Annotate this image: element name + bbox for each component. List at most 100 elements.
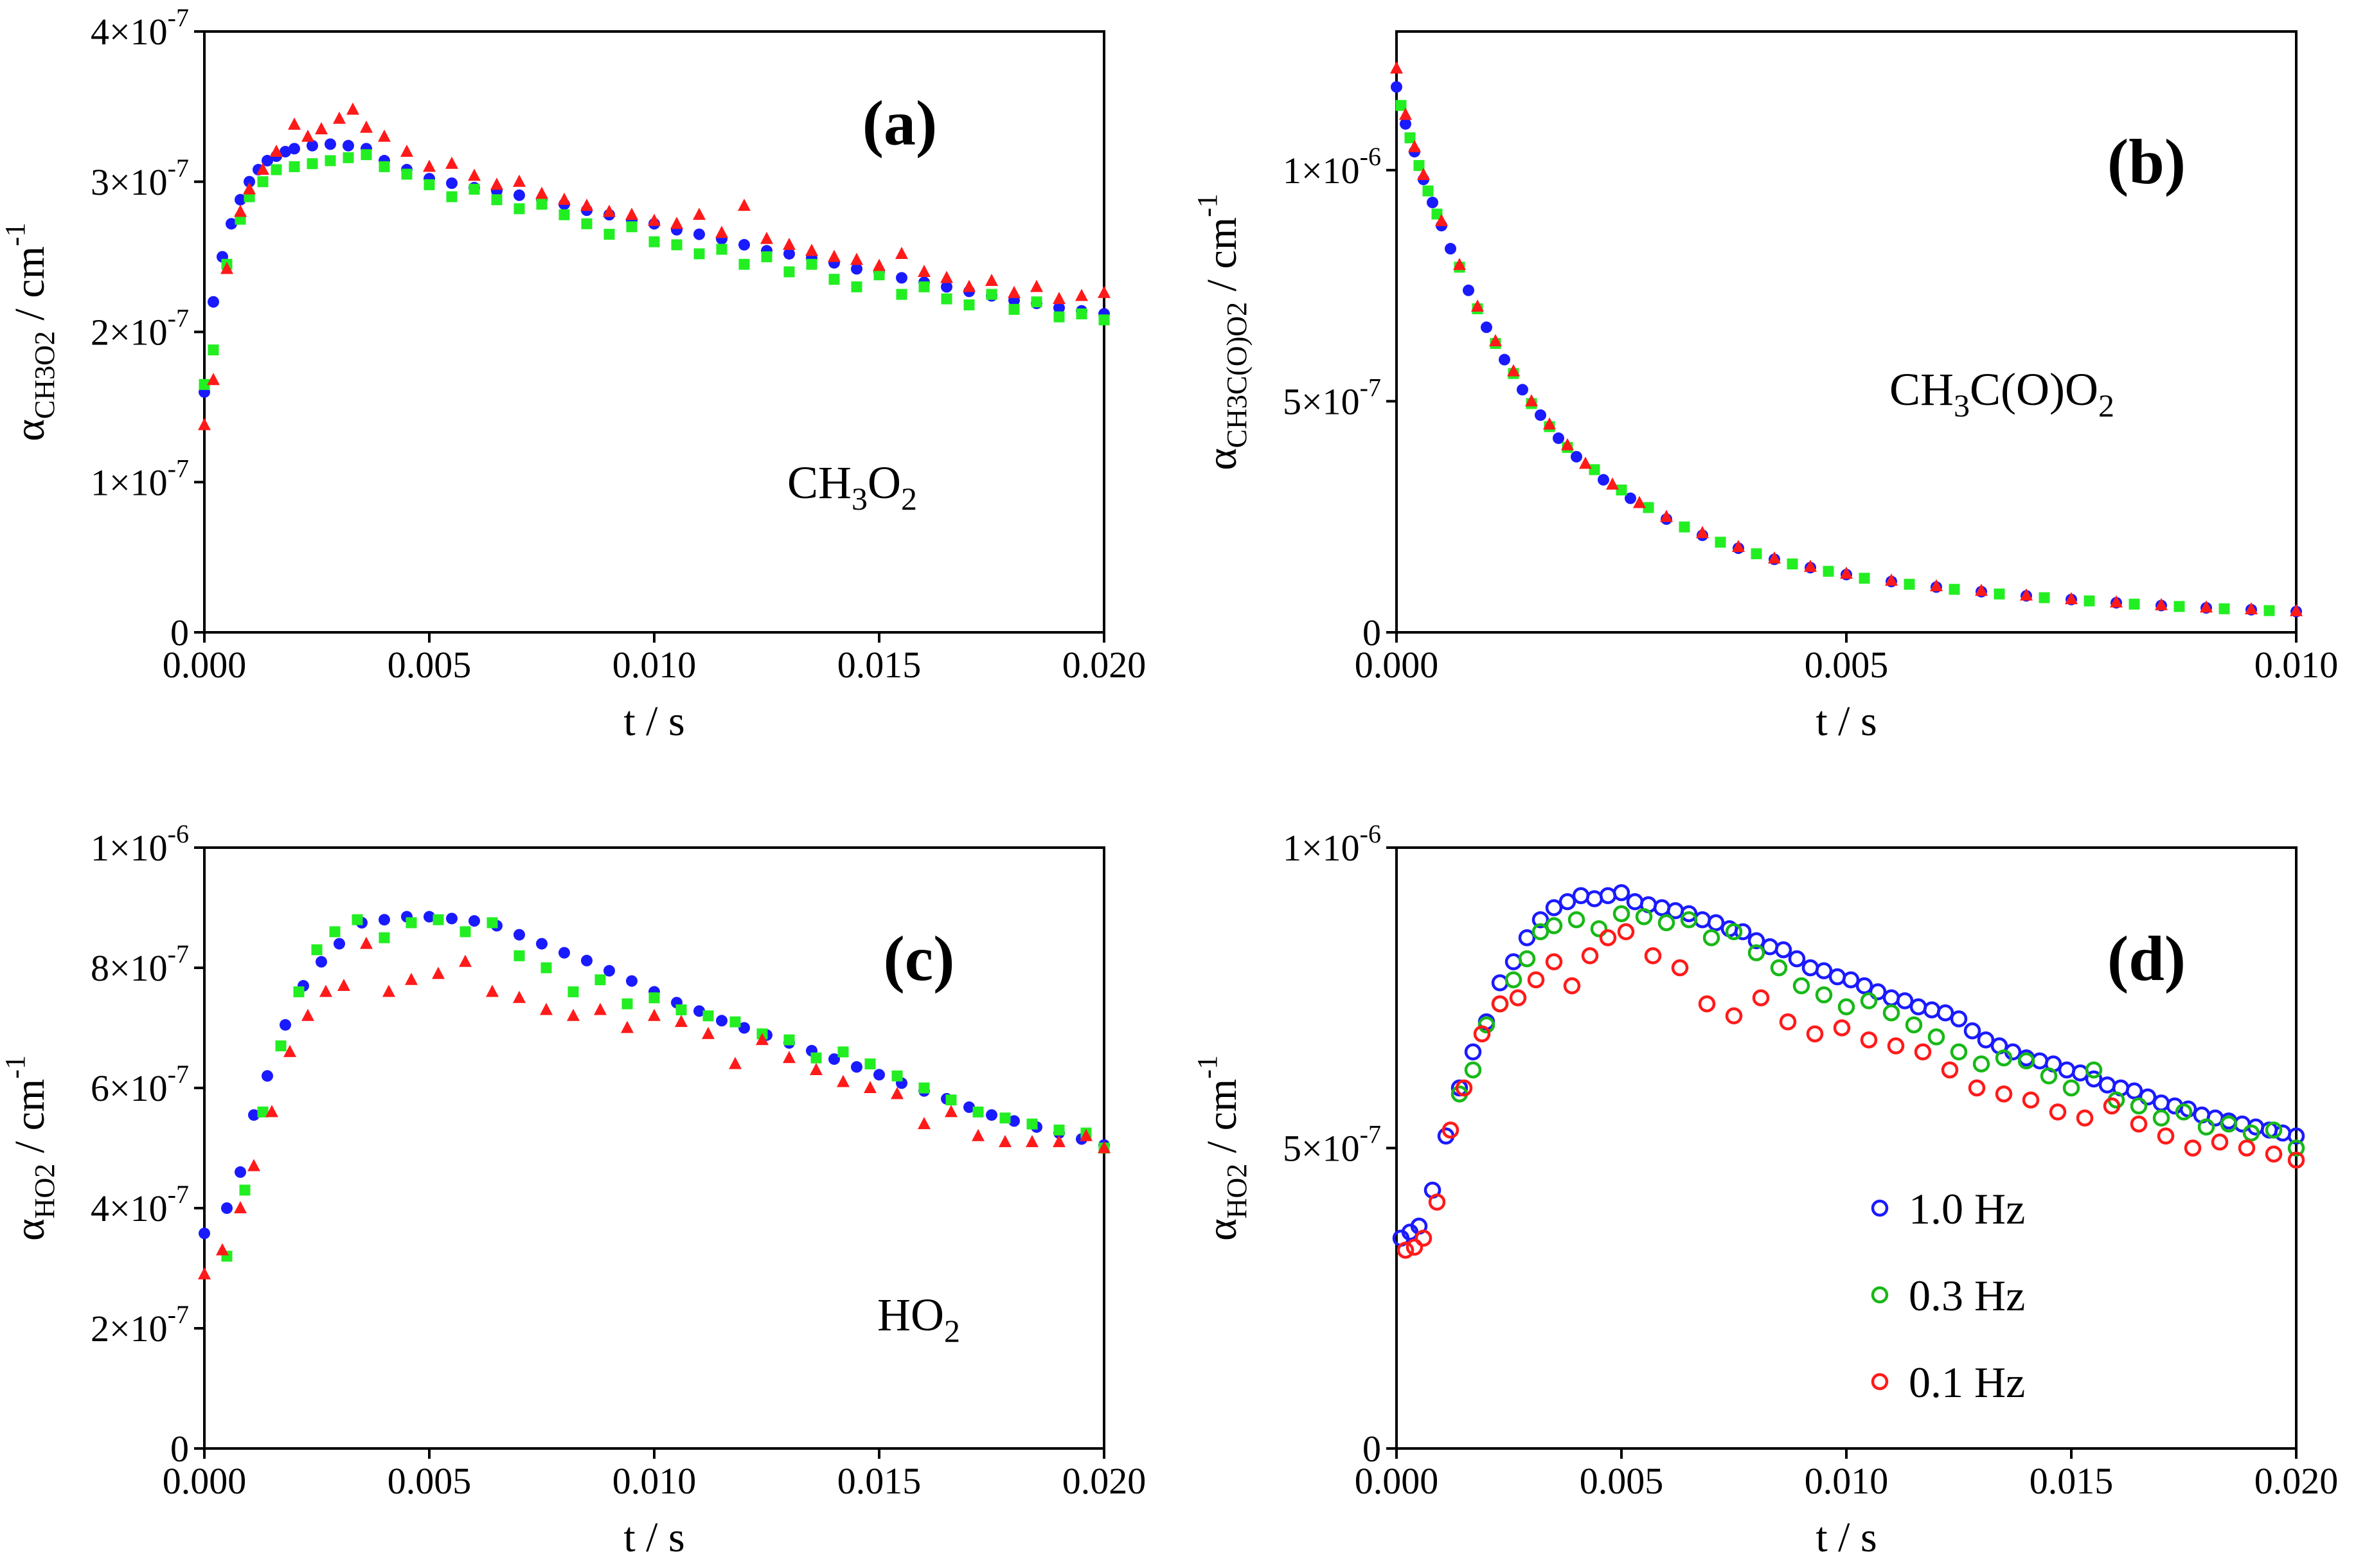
data-point — [567, 1008, 580, 1021]
data-point — [1869, 983, 1887, 1001]
data-point — [1923, 1001, 1941, 1019]
data-point — [343, 139, 354, 152]
data-point — [1702, 929, 1720, 947]
data-point — [1098, 285, 1111, 298]
data-point — [1471, 299, 1484, 312]
panel-label: (b) — [2107, 126, 2186, 197]
data-point — [1053, 302, 1065, 314]
y-tick-label: 8×10-7 — [91, 940, 189, 989]
data-point — [424, 179, 435, 190]
y-axis-title: αCH3O2 / cm-1 — [0, 222, 60, 441]
data-point — [311, 944, 323, 956]
data-point — [216, 1243, 229, 1256]
data-point — [1543, 417, 1556, 430]
data-point — [1787, 558, 1798, 570]
data-point — [1395, 100, 1407, 111]
data-point — [2157, 1127, 2175, 1145]
data-point — [2065, 592, 2078, 605]
data-point — [1491, 974, 1509, 992]
data-point — [1768, 551, 1781, 564]
data-point — [1633, 495, 1646, 508]
data-point — [2184, 1139, 2202, 1157]
data-point — [2265, 1145, 2283, 1163]
data-point — [1008, 303, 1020, 315]
x-tick-label: 0.005 — [388, 1460, 472, 1502]
data-point — [433, 914, 444, 925]
data-point — [738, 1022, 750, 1034]
data-point — [265, 1105, 278, 1118]
data-point — [401, 168, 413, 180]
data-point — [693, 1005, 705, 1017]
data-point — [1725, 923, 1743, 941]
data-point — [648, 992, 660, 1004]
data-point — [446, 191, 458, 202]
y-tick-label: 5×10-7 — [1283, 1120, 1381, 1170]
data-point — [1930, 579, 1943, 592]
data-point — [486, 917, 498, 929]
data-point — [400, 145, 413, 157]
data-point — [1660, 510, 1673, 522]
data-point — [198, 418, 211, 431]
data-point — [405, 972, 418, 985]
data-point — [2173, 601, 2185, 612]
data-point — [675, 1015, 688, 1028]
legend-marker — [1871, 1286, 1889, 1304]
data-point — [702, 1026, 715, 1039]
data-point — [580, 199, 593, 211]
x-axis-title: t / s — [623, 698, 684, 745]
data-point — [2287, 1127, 2305, 1145]
data-point — [513, 203, 525, 215]
data-point — [603, 204, 616, 217]
data-point — [1581, 947, 1599, 965]
data-point — [999, 1112, 1011, 1124]
data-point — [783, 237, 796, 250]
series-10hz — [1392, 884, 2305, 1247]
data-point — [208, 344, 219, 356]
data-point — [1427, 197, 1438, 209]
data-point — [1406, 1238, 1423, 1256]
data-point — [581, 954, 593, 967]
data-point — [806, 258, 817, 270]
series-01hz — [1390, 61, 2303, 616]
data-point — [558, 192, 571, 205]
data-point — [918, 281, 930, 292]
data-point — [1968, 1079, 1986, 1097]
data-point — [1904, 578, 1915, 590]
x-axis-title: t / s — [1816, 698, 1877, 745]
data-point — [581, 218, 593, 229]
data-point — [307, 139, 318, 152]
data-point — [1527, 971, 1545, 988]
data-point — [283, 1044, 296, 1057]
data-point — [2017, 1052, 2035, 1070]
data-point — [2220, 1115, 2238, 1133]
data-point — [333, 111, 346, 124]
data-point — [851, 1061, 862, 1073]
data-point — [1860, 992, 1878, 1010]
data-point — [1975, 584, 1988, 596]
data-point — [446, 177, 458, 190]
data-point — [262, 155, 273, 167]
data-point — [1477, 1016, 1495, 1034]
data-point — [307, 158, 318, 170]
data-point — [626, 221, 638, 233]
data-point — [361, 149, 372, 161]
data-point — [1499, 353, 1510, 366]
x-tick-label: 0.010 — [2254, 644, 2339, 686]
data-point — [1399, 107, 1412, 120]
species-annotation: CH3C(O)O2 — [1889, 364, 2114, 423]
data-point — [972, 1128, 985, 1141]
data-point — [2245, 602, 2258, 615]
data-point — [459, 954, 472, 967]
data-point — [406, 917, 417, 929]
data-point — [1680, 905, 1698, 923]
data-point — [1579, 456, 1592, 469]
data-point — [1008, 1115, 1020, 1127]
data-point — [257, 1106, 269, 1118]
data-point — [864, 1058, 876, 1070]
data-point — [729, 1016, 741, 1028]
data-point — [1431, 208, 1443, 220]
data-point — [234, 1201, 247, 1213]
data-point — [540, 962, 552, 974]
data-point — [1413, 160, 1425, 172]
data-point — [2076, 1109, 2094, 1127]
